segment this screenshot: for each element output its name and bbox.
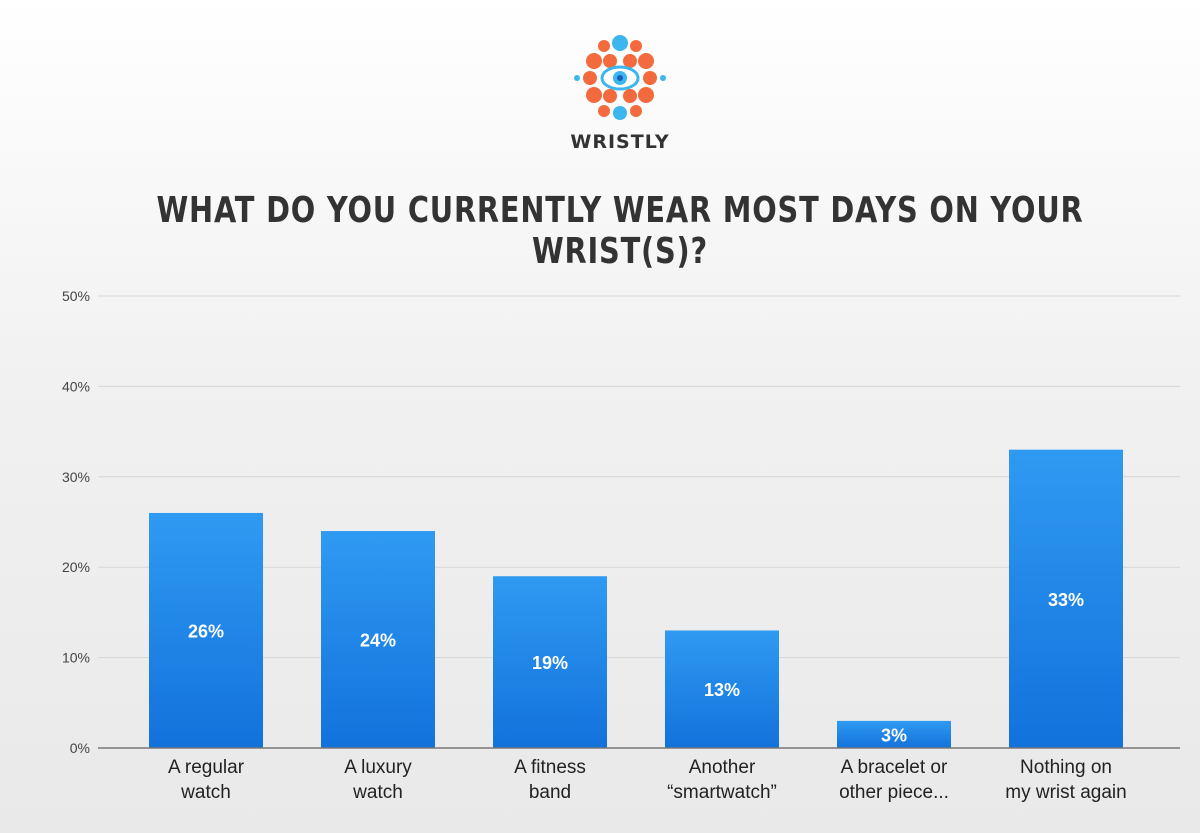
- bar-value-label: 13%: [704, 680, 740, 700]
- x-category-label: A fitness band: [514, 757, 586, 803]
- bar-value-label: 33%: [1048, 590, 1084, 610]
- y-tick-label: 10%: [62, 650, 90, 666]
- y-tick-label: 0%: [70, 740, 90, 756]
- bar: [837, 720, 951, 748]
- bar: [665, 630, 779, 748]
- brand-name: WRISTLY: [570, 131, 670, 153]
- chart-title: WHAT DO YOU CURRENTLY WEAR MOST DAYS ON …: [156, 190, 1084, 272]
- bar: [149, 512, 263, 748]
- bar-value-label: 19%: [532, 653, 568, 673]
- x-category-label: A regular watch: [168, 757, 245, 803]
- y-tick-label: 20%: [62, 559, 90, 575]
- bar-value-label: 24%: [360, 631, 396, 651]
- y-axis-tick-labels: 0% 10% 20% 30% 40% 50%: [62, 288, 90, 756]
- x-category-label: Another “smartwatch”: [667, 757, 777, 803]
- y-tick-label: 30%: [62, 469, 90, 485]
- x-axis-category-labels: A regular watch A luxury watch A fitness band…: [168, 757, 1127, 803]
- y-tick-label: 50%: [62, 288, 90, 304]
- y-tick-label: 40%: [62, 378, 90, 394]
- bar: [1009, 449, 1123, 748]
- bar-value-label: 3%: [881, 725, 907, 745]
- bar: [321, 531, 435, 748]
- grid-lines: [98, 295, 1180, 659]
- bar: [493, 576, 607, 748]
- x-category-label: A luxury watch: [344, 757, 412, 803]
- x-category-label: A bracelet or other piece...: [839, 757, 949, 803]
- x-category-label: Nothing on my wrist again: [1005, 757, 1126, 803]
- bar-value-label: 26%: [188, 621, 224, 641]
- bars: 26% 24% 19% 13% 3% 33%: [149, 449, 1123, 748]
- logo-mark: [574, 35, 666, 120]
- wristly-logo: [574, 35, 666, 120]
